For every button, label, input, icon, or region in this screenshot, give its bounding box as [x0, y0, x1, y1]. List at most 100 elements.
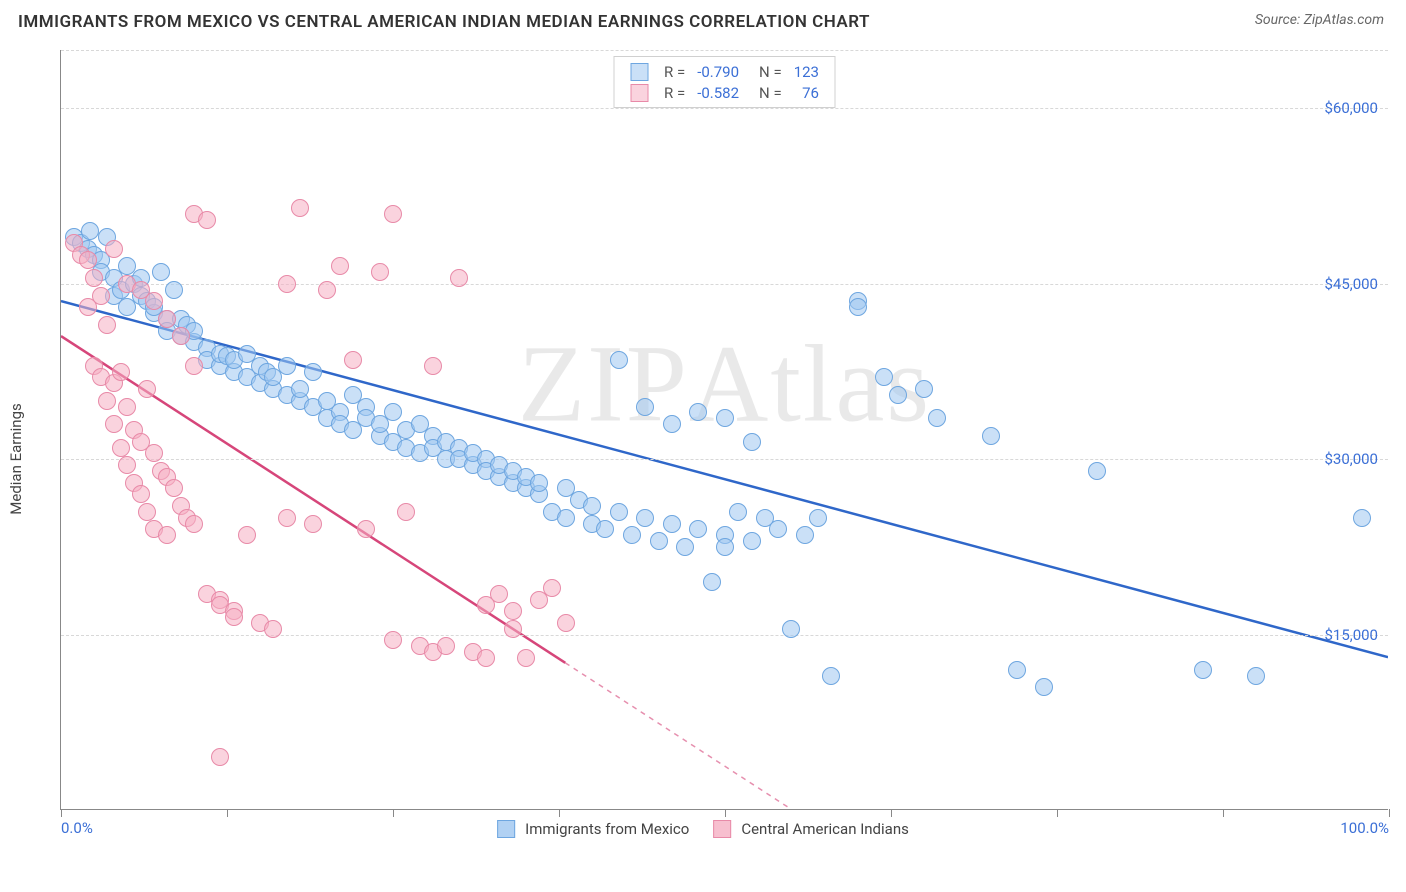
data-point	[165, 479, 183, 497]
correlation-legend: R =-0.790N =123R =-0.582N =76	[613, 56, 836, 108]
gridline	[61, 108, 1388, 109]
data-point	[424, 357, 442, 375]
data-point	[490, 585, 508, 603]
data-point	[676, 538, 694, 556]
chart-container: Median Earnings ZIPAtlas R =-0.790N =123…	[18, 50, 1388, 850]
data-point	[145, 444, 163, 462]
data-point	[663, 515, 681, 533]
data-point	[663, 415, 681, 433]
data-point	[132, 485, 150, 503]
data-point	[743, 433, 761, 451]
data-point	[98, 392, 116, 410]
data-point	[278, 509, 296, 527]
data-point	[397, 503, 415, 521]
gridline	[61, 284, 1388, 285]
data-point	[304, 363, 322, 381]
data-point	[583, 497, 601, 515]
data-point	[809, 509, 827, 527]
x-tick-label: 0.0%	[61, 819, 93, 837]
data-point	[716, 538, 734, 556]
data-point	[112, 439, 130, 457]
data-point	[357, 520, 375, 538]
data-point	[291, 199, 309, 217]
plot-area: ZIPAtlas R =-0.790N =123R =-0.582N =76 $…	[60, 50, 1388, 810]
source-label: Source: ZipAtlas.com	[1255, 12, 1384, 28]
x-tick	[393, 809, 394, 817]
data-point	[1194, 661, 1212, 679]
x-tick	[725, 809, 726, 817]
data-point	[79, 251, 97, 269]
data-point	[1353, 509, 1371, 527]
y-tick-label: $15,000	[1324, 626, 1378, 644]
y-tick-label: $60,000	[1324, 99, 1378, 117]
legend-item: Immigrants from Mexico	[497, 820, 689, 838]
data-point	[105, 240, 123, 258]
data-point	[889, 386, 907, 404]
data-point	[145, 292, 163, 310]
data-point	[543, 579, 561, 597]
data-point	[278, 275, 296, 293]
data-point	[636, 509, 654, 527]
data-point	[557, 509, 575, 527]
data-point	[185, 515, 203, 533]
data-point	[636, 398, 654, 416]
data-point	[172, 327, 190, 345]
data-point	[729, 503, 747, 521]
data-point	[477, 649, 495, 667]
x-tick	[61, 809, 62, 817]
data-point	[928, 409, 946, 427]
chart-title: IMMIGRANTS FROM MEXICO VS CENTRAL AMERIC…	[18, 12, 870, 32]
data-point	[138, 380, 156, 398]
data-point	[875, 368, 893, 386]
data-point	[1008, 661, 1026, 679]
data-point	[822, 667, 840, 685]
x-tick	[1223, 809, 1224, 817]
data-point	[703, 573, 721, 591]
data-point	[504, 620, 522, 638]
data-point	[81, 222, 99, 240]
y-tick-label: $45,000	[1324, 275, 1378, 293]
trend-lines	[61, 50, 1388, 809]
data-point	[384, 631, 402, 649]
data-point	[92, 287, 110, 305]
gridline	[61, 459, 1388, 460]
series-legend: Immigrants from Mexico Central American I…	[497, 820, 909, 838]
x-tick	[227, 809, 228, 817]
data-point	[152, 263, 170, 281]
x-tick-label: 100.0%	[1340, 819, 1389, 837]
gridline	[61, 635, 1388, 636]
data-point	[138, 503, 156, 521]
data-point	[185, 357, 203, 375]
data-point	[1035, 678, 1053, 696]
x-tick	[559, 809, 560, 817]
data-point	[982, 427, 1000, 445]
data-point	[1088, 462, 1106, 480]
data-point	[769, 520, 787, 538]
data-point	[689, 520, 707, 538]
data-point	[1247, 667, 1265, 685]
data-point	[198, 211, 216, 229]
data-point	[530, 474, 548, 492]
legend-item: Central American Indians	[713, 820, 909, 838]
data-point	[211, 748, 229, 766]
data-point	[165, 281, 183, 299]
data-point	[384, 205, 402, 223]
data-point	[517, 649, 535, 667]
data-point	[915, 380, 933, 398]
data-point	[716, 409, 734, 427]
data-point	[278, 357, 296, 375]
data-point	[85, 269, 103, 287]
data-point	[264, 620, 282, 638]
data-point	[623, 526, 641, 544]
data-point	[98, 316, 116, 334]
data-point	[371, 263, 389, 281]
data-point	[650, 532, 668, 550]
data-point	[437, 637, 455, 655]
data-point	[118, 398, 136, 416]
data-point	[796, 526, 814, 544]
data-point	[331, 257, 349, 275]
data-point	[118, 456, 136, 474]
data-point	[610, 351, 628, 369]
data-point	[318, 281, 336, 299]
data-point	[504, 602, 522, 620]
